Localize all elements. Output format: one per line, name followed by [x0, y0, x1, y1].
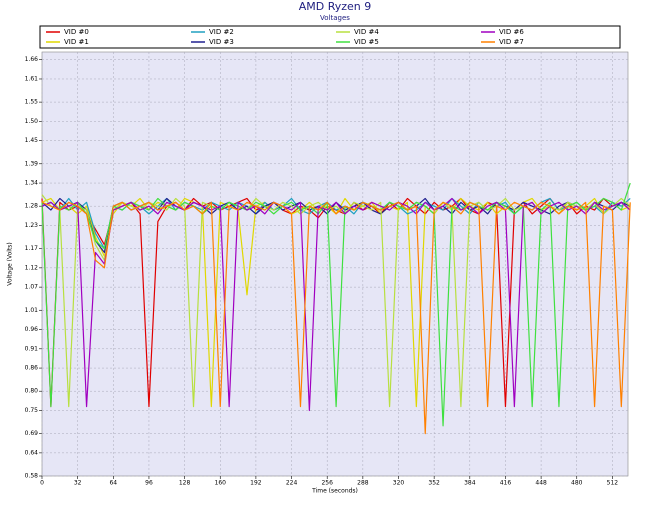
- x-tick-label: 320: [393, 480, 405, 487]
- legend-label: VID #2: [209, 28, 234, 36]
- y-tick-label: 1.07: [25, 284, 39, 291]
- x-axis-label: Time (seconds): [311, 488, 358, 495]
- x-tick-label: 224: [286, 480, 298, 487]
- x-tick-label: 96: [145, 480, 153, 487]
- y-tick-label: 0.86: [25, 365, 39, 372]
- x-tick-label: 352: [428, 480, 440, 487]
- y-tick-label: 1.23: [25, 222, 39, 229]
- legend-box: [39, 25, 621, 49]
- chart-subtitle: Voltages: [320, 14, 350, 22]
- x-tick-label: 32: [74, 480, 82, 487]
- y-tick-label: 0.75: [25, 407, 39, 414]
- y-tick-label: 0.80: [25, 388, 39, 395]
- legend-label: VID #3: [209, 38, 234, 46]
- y-tick-label: 1.12: [25, 264, 39, 271]
- legend-label: VID #1: [64, 38, 89, 46]
- x-tick-label: 480: [571, 480, 583, 487]
- y-tick-label: 1.45: [25, 137, 39, 144]
- x-tick-label: 64: [109, 480, 117, 487]
- chart-title: AMD Ryzen 9: [299, 0, 372, 13]
- y-tick-label: 1.17: [25, 245, 39, 252]
- y-tick-label: 1.55: [25, 99, 39, 106]
- y-axis-label: Voltage (Volts): [7, 242, 14, 286]
- legend-label: VID #0: [64, 28, 89, 36]
- x-tick-label: 160: [215, 480, 227, 487]
- plot-area: [41, 51, 629, 477]
- legend-label: VID #4: [354, 28, 379, 36]
- y-tick-label: 1.34: [25, 180, 39, 187]
- y-tick-label: 1.28: [25, 203, 39, 210]
- x-tick-label: 288: [357, 480, 369, 487]
- y-tick-label: 0.64: [25, 449, 39, 456]
- x-tick-label: 256: [321, 480, 333, 487]
- y-tick-label: 1.50: [25, 118, 39, 125]
- series-line: [41, 197, 631, 412]
- y-tick-label: 0.58: [25, 473, 39, 480]
- y-tick-label: 0.96: [25, 326, 39, 333]
- x-tick-label: 384: [464, 480, 476, 487]
- legend-label: VID #7: [499, 38, 524, 46]
- y-tick-label: 0.69: [25, 430, 39, 437]
- x-tick-label: 512: [607, 480, 619, 487]
- x-tick-label: 416: [500, 480, 512, 487]
- series-line: [41, 201, 631, 435]
- y-tick-label: 1.61: [25, 75, 39, 82]
- x-tick-label: 192: [250, 480, 262, 487]
- legend-label: VID #5: [354, 38, 379, 46]
- y-tick-label: 0.91: [25, 345, 39, 352]
- x-tick-label: 0: [40, 480, 44, 487]
- x-tick-label: 128: [179, 480, 191, 487]
- legend-label: VID #6: [499, 28, 524, 36]
- x-tick-label: 448: [535, 480, 547, 487]
- y-tick-label: 1.39: [25, 160, 39, 167]
- y-tick-label: 1.66: [25, 56, 39, 63]
- y-tick-label: 1.01: [25, 307, 39, 314]
